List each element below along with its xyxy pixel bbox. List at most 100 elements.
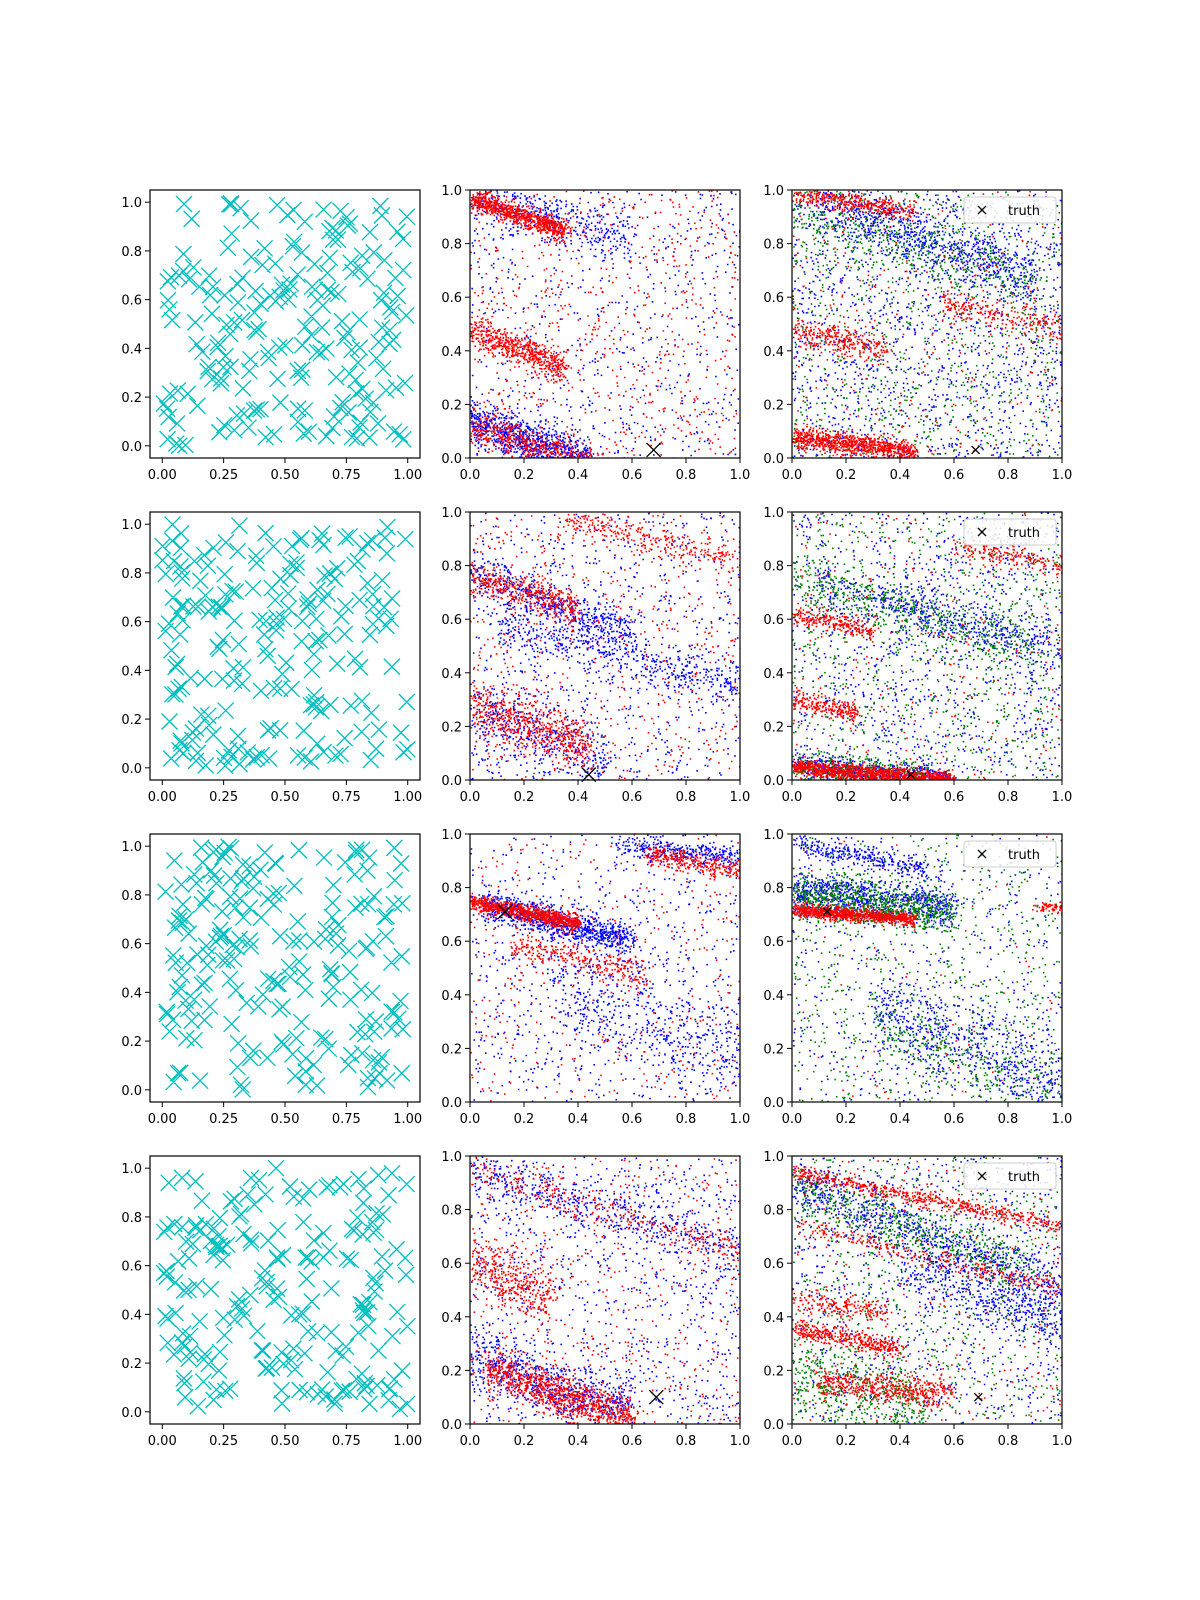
truth-marker (822, 907, 832, 917)
legend: truth (963, 196, 1057, 224)
legend-truth-icon (977, 205, 987, 215)
x-tick-label: 0.6 (944, 468, 965, 483)
x-tick-label: 0.50 (271, 790, 300, 805)
y-tick-label: 0.8 (441, 238, 462, 253)
x-tick-label: 0.6 (944, 790, 965, 805)
y-tick-label: 0.8 (121, 1211, 142, 1226)
y-tick-label: 1.0 (441, 506, 462, 521)
x-tick-label: 0.6 (622, 468, 643, 483)
y-tick-label: 0.8 (441, 560, 462, 575)
x-tick-label: 0.8 (676, 1112, 697, 1127)
y-tick-label: 0.4 (441, 1311, 462, 1326)
x-tick-label: 0.0 (782, 1112, 803, 1127)
legend-truth-icon (977, 527, 987, 537)
y-tick-label: 0.2 (121, 391, 142, 406)
plot-marks (153, 516, 416, 775)
x-tick-label: 0.4 (568, 1112, 589, 1127)
y-tick-label: 0.0 (121, 762, 142, 777)
x-tick-label: 0.6 (622, 790, 643, 805)
sample-markers (157, 838, 412, 1098)
axes-frame (791, 833, 1063, 1103)
y-tick-label: 0.6 (763, 291, 784, 306)
y-tick-label: 0.8 (763, 1204, 784, 1219)
x-tick-label: 0.8 (998, 468, 1019, 483)
x-tick-label: 1.0 (730, 468, 751, 483)
y-tick-label: 1.0 (763, 1150, 784, 1165)
y-tick-label: 0.4 (121, 342, 142, 357)
y-tick-label: 0.0 (441, 1096, 462, 1111)
plot-marks (792, 512, 1062, 780)
axes-frame (469, 833, 741, 1103)
subplot-r1-c0: 0.00 0.25 0.50 0.75 1.00 0.0 0.2 0.4 0.6 0.8 1.0 (121, 511, 422, 805)
subplot-r2-c1: 0.0 0.2 0.4 0.6 0.8 1.0 0.0 0.2 0.4 0.6 0.8 1.0 (441, 828, 750, 1127)
samples-ff0000 (470, 1156, 740, 1424)
y-tick-label: 0.0 (441, 452, 462, 467)
y-tick-label: 0.2 (441, 398, 462, 413)
x-tick-label: 0.4 (568, 1434, 589, 1449)
x-tick-label: 0.0 (460, 468, 481, 483)
y-tick-label: 0.0 (763, 1418, 784, 1433)
x-tick-label: 0.25 (209, 1434, 238, 1449)
x-tick-label: 1.0 (1052, 1112, 1073, 1127)
x-tick-label: 0.50 (271, 1434, 300, 1449)
y-tick-label: 0.2 (441, 1042, 462, 1057)
x-tick-label: 1.0 (1052, 468, 1073, 483)
x-tick-label: 0.6 (622, 1434, 643, 1449)
x-tick-label: 0.2 (514, 468, 535, 483)
samples-008000 (792, 512, 1062, 780)
y-tick-label: 0.4 (441, 989, 462, 1004)
x-tick-label: 0.75 (332, 1434, 361, 1449)
x-tick-label: 0.0 (460, 1112, 481, 1127)
x-tick-label: 0.0 (460, 790, 481, 805)
y-tick-label: 0.8 (763, 882, 784, 897)
plot-marks (470, 512, 740, 780)
y-tick-label: 0.4 (121, 1308, 142, 1323)
x-tick-label: 0.4 (890, 1112, 911, 1127)
x-tick-label: 1.00 (393, 790, 422, 805)
y-tick-label: 0.2 (121, 1035, 142, 1050)
x-tick-label: 0.8 (998, 1434, 1019, 1449)
x-tick-label: 0.4 (568, 468, 589, 483)
x-tick-label: 0.2 (836, 1434, 857, 1449)
x-tick-label: 1.00 (393, 1112, 422, 1127)
plot-marks (157, 838, 412, 1098)
samples-ff0000 (792, 512, 1062, 780)
plot-marks (792, 834, 1062, 1102)
legend: truth (963, 518, 1057, 546)
y-tick-label: 1.0 (121, 1162, 142, 1177)
x-tick-label: 0.75 (332, 468, 361, 483)
samples-0000ff (470, 1156, 740, 1424)
x-tick-label: 1.00 (393, 1434, 422, 1449)
axes-frame (791, 1155, 1063, 1425)
y-tick-label: 0.2 (763, 1364, 784, 1379)
sample-markers (155, 1159, 416, 1418)
subplot-r0-c2: 0.0 0.2 0.4 0.6 0.8 1.0 0.0 0.2 0.4 0.6 0.8 1.0 trut… (763, 184, 1072, 483)
y-tick-label: 1.0 (441, 1150, 462, 1165)
y-tick-label: 1.0 (763, 506, 784, 521)
sample-markers (155, 194, 416, 455)
subplot-r3-c0: 0.00 0.25 0.50 0.75 1.00 0.0 0.2 0.4 0.6 0.8 1.0 (121, 1155, 422, 1449)
y-tick-label: 0.8 (763, 560, 784, 575)
samples-0000ff (792, 190, 1062, 458)
y-tick-label: 0.6 (441, 1257, 462, 1272)
x-tick-label: 0.6 (622, 1112, 643, 1127)
subplot-r1-c1: 0.0 0.2 0.4 0.6 0.8 1.0 0.0 0.2 0.4 0.6 0.8 1.0 (441, 506, 750, 805)
legend: truth (963, 1162, 1057, 1190)
samples-008000 (792, 190, 1062, 458)
samples-0000ff (792, 834, 1062, 1102)
plot-marks (792, 1156, 1062, 1424)
truth-marker (906, 770, 916, 780)
x-tick-label: 0.6 (944, 1434, 965, 1449)
x-tick-label: 0.4 (890, 468, 911, 483)
y-tick-label: 1.0 (121, 196, 142, 211)
truth-marker (648, 1389, 664, 1405)
x-tick-label: 0.2 (514, 1112, 535, 1127)
x-tick-label: 0.4 (890, 1434, 911, 1449)
y-tick-label: 0.4 (121, 664, 142, 679)
samples-0000ff (792, 1156, 1062, 1424)
axes-frame (469, 511, 741, 781)
legend-label: truth (1008, 204, 1040, 219)
x-tick-label: 1.00 (393, 468, 422, 483)
y-tick-label: 1.0 (441, 828, 462, 843)
